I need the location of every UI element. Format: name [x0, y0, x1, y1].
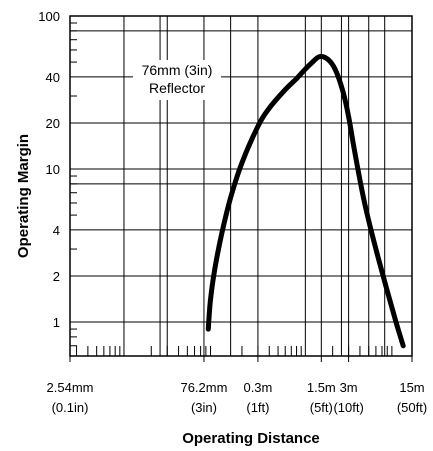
x-tick-sublabel: (3in): [191, 400, 217, 415]
x-axis-title: Operating Distance: [182, 430, 320, 447]
y-tick-label: 20: [46, 116, 60, 131]
x-tick-sublabel: (50ft): [397, 400, 427, 415]
plot-frame: [69, 15, 413, 357]
y-tick-label: 4: [53, 223, 60, 238]
y-tick-label: 2: [53, 269, 60, 284]
y-tick-label: 10: [46, 162, 60, 177]
x-tick-sublabel: (0.1in): [52, 400, 89, 415]
annotation-line-2: Reflector: [149, 80, 205, 96]
minor-tick-marks: [70, 22, 393, 356]
y-tick-label: 1: [53, 315, 60, 330]
x-tick-label: 2.54mm: [47, 380, 94, 395]
annotation-line-1: 76mm (3in): [142, 62, 213, 78]
x-tick-label: 76.2mm: [180, 380, 227, 395]
x-tick-label: 15m: [399, 380, 424, 395]
x-tick-label: 1.5m: [307, 380, 336, 395]
y-tick-labels: 1 2 4 10 20 40 100: [38, 9, 60, 330]
y-axis-title: Operating Margin: [15, 134, 32, 258]
x-tick-labels: 2.54mm (0.1in) 76.2mm (3in) 0.3m (1ft) 1.5m (5f…: [47, 380, 428, 415]
x-tick-label: 3m: [340, 380, 358, 395]
operating-margin-curve: [205, 53, 406, 349]
x-tick-sublabel: (1ft): [246, 400, 269, 415]
y-tick-label: 40: [46, 70, 60, 85]
x-tick-sublabel: (10ft): [333, 400, 363, 415]
y-tick-label: 100: [38, 9, 60, 24]
x-tick-label: 0.3m: [243, 380, 272, 395]
annotation-background: [133, 60, 221, 100]
x-tick-sublabel: (5ft): [310, 400, 333, 415]
